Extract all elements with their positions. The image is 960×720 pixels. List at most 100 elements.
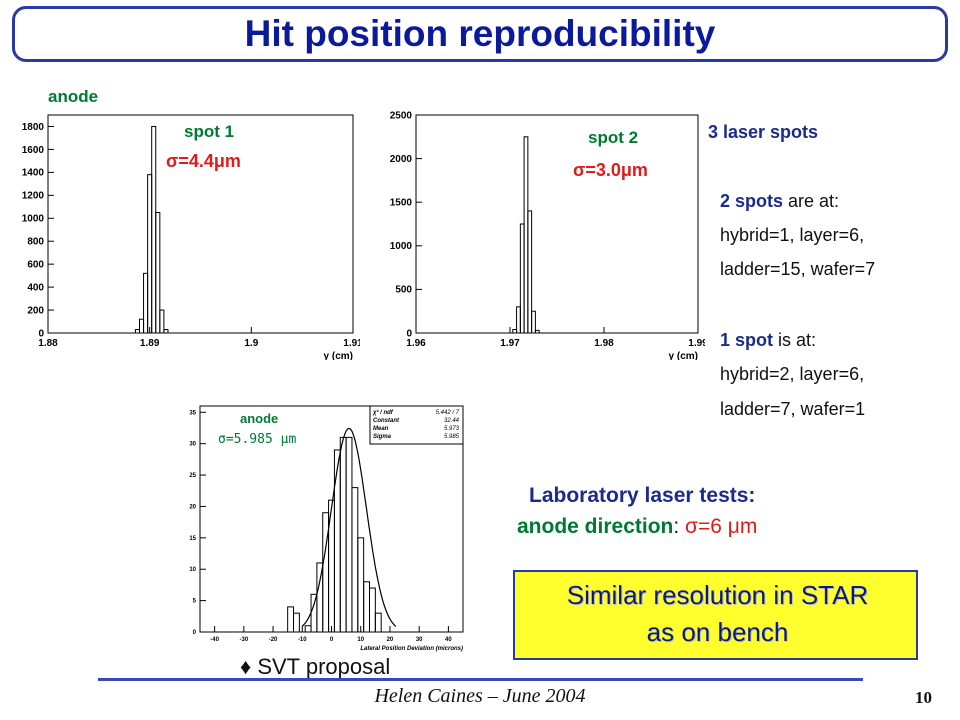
hist-bar: [310, 593, 318, 633]
page-number: 10: [915, 688, 932, 707]
fit-stat-value: 5.973: [444, 426, 460, 432]
hist-bar: [345, 436, 353, 633]
one-spot-location-1: hybrid=2, layer=6,: [720, 364, 865, 384]
y-tick-label: 1400: [22, 168, 45, 179]
one-spot-rest: is at:: [773, 330, 817, 350]
hist-bar: [519, 223, 525, 334]
x-tick-label: -10: [298, 637, 307, 643]
fit-stat-value: 5.442 / 7: [436, 410, 460, 416]
x-tick-label: -20: [269, 637, 278, 643]
hist-bar: [287, 606, 295, 633]
y-tick-label: 15: [189, 536, 196, 542]
x-tick-label: 30: [416, 637, 423, 643]
conclusion-line-2: as on bench: [646, 617, 789, 647]
hist-bar: [159, 309, 165, 334]
x-tick-label: 40: [445, 637, 452, 643]
hist-bar: [531, 310, 536, 334]
hist-bar: [333, 449, 341, 633]
y-tick-label: 5: [193, 599, 197, 605]
hist-bar: [368, 587, 376, 633]
x-axis-label: Lateral Position Deviation (microns): [360, 646, 463, 652]
title-box: [12, 6, 948, 62]
footer-rule: [98, 678, 863, 681]
hist-bar: [512, 329, 518, 334]
fit-stat-name: χ² / ndf: [372, 409, 394, 416]
hist-bar: [147, 174, 153, 334]
svt-sigma: σ=5.985 μm: [218, 432, 297, 447]
hist-bar: [363, 581, 370, 633]
x-tick-label: -30: [239, 637, 248, 643]
y-tick-label: 500: [395, 285, 412, 296]
y-tick-label: 2000: [390, 154, 413, 165]
y-tick-label: 0: [193, 630, 197, 636]
colon: :: [673, 515, 686, 538]
fit-stat-name: Mean: [373, 426, 389, 432]
x-tick-label: 1.98: [594, 338, 614, 349]
hist-bar: [293, 612, 300, 633]
conclusion-box: Similar resolution in STAR as on bench: [513, 570, 918, 660]
x-tick-label: 20: [387, 637, 394, 643]
y-tick-label: 30: [189, 442, 196, 448]
spot1-histogram: 0 200 400 600 800 1000 1200 1400 1600 1800 1.88 1.8…: [22, 114, 360, 360]
hist-bar: [143, 272, 149, 334]
hist-bar: [523, 136, 529, 334]
hist-bar: [351, 487, 359, 633]
svt-histogram: 0 5 10 15 20 25 30 35 -40 -30 -20 -10 0 10 20 30 40 Later…: [189, 405, 464, 652]
two-spots-location-1: hybrid=1, layer=6,: [720, 225, 865, 245]
y-tick-label: 35: [189, 410, 196, 416]
hist-bar: [374, 612, 382, 633]
x-tick-label: 1.88: [38, 338, 58, 349]
y-tick-label: 1800: [22, 122, 45, 133]
two-spots-location-2: ladder=15, wafer=7: [720, 259, 876, 279]
x-tick-label: 0: [330, 637, 334, 643]
hist-bar: [155, 212, 161, 334]
one-spot-bold: 1 spot: [720, 330, 774, 350]
anode-direction-label: anode direction: [517, 515, 674, 538]
slide-title: Hit position reproducibility: [244, 13, 716, 54]
hist-bar: [322, 512, 330, 633]
x-tick-label: 1.89: [140, 338, 160, 349]
x-tick-label: 1.97: [500, 338, 520, 349]
footer-author: Helen Caines – June 2004: [374, 685, 586, 707]
anode-label: anode: [48, 87, 99, 106]
y-tick-label: 2500: [390, 110, 413, 121]
two-spots-bold: 2 spots: [720, 191, 784, 211]
x-tick-label: 1.96: [406, 338, 426, 349]
y-tick-label: 10: [189, 567, 196, 573]
y-tick-label: 0: [38, 328, 44, 339]
spot2-histogram: 0 500 1000 1500 2000 2500 1.96 1.97 1.98 1.99 y (c…: [390, 110, 705, 360]
y-tick-label: 1000: [22, 214, 45, 225]
hist-bar: [139, 318, 145, 334]
hist-bar: [516, 306, 521, 334]
y-tick-label: 1000: [390, 241, 413, 252]
x-tick-label: 10: [357, 637, 364, 643]
y-tick-label: 0: [406, 328, 412, 339]
one-spot-location-2: ladder=7, wafer=1: [720, 399, 866, 419]
y-tick-label: 400: [27, 282, 44, 293]
y-tick-label: 25: [189, 473, 196, 479]
hist-bar: [151, 125, 157, 334]
svt-anode-label: anode: [240, 411, 279, 426]
spot2-sigma: σ=3.0μm: [573, 160, 648, 180]
two-spots-line: 2 spots are at:: [720, 190, 839, 212]
x-tick-label: 1.99: [688, 338, 705, 349]
lab-tests-heading: Laboratory laser tests:: [529, 484, 756, 507]
hist-bar: [134, 329, 141, 334]
gaussian-fit-curve: [301, 427, 397, 627]
y-tick-label: 20: [189, 504, 196, 510]
plot-frame: [415, 114, 699, 334]
plot-frame: [47, 114, 354, 334]
fit-stats-box: [369, 405, 464, 445]
x-axis-label: y (cm): [324, 351, 353, 360]
y-tick-label: 200: [27, 305, 44, 316]
y-tick-label: 1200: [22, 191, 45, 202]
x-tick-label: -40: [210, 637, 219, 643]
x-tick-label: 1.9: [244, 338, 258, 349]
fit-stat-value: 32.44: [444, 418, 460, 424]
fit-stat-value: 5.985: [444, 434, 460, 440]
y-tick-label: 800: [27, 237, 44, 248]
y-tick-label: 600: [27, 259, 44, 270]
hist-bar: [357, 537, 365, 633]
y-tick-label: 1500: [390, 198, 413, 209]
one-spot-line: 1 spot is at:: [720, 329, 816, 351]
